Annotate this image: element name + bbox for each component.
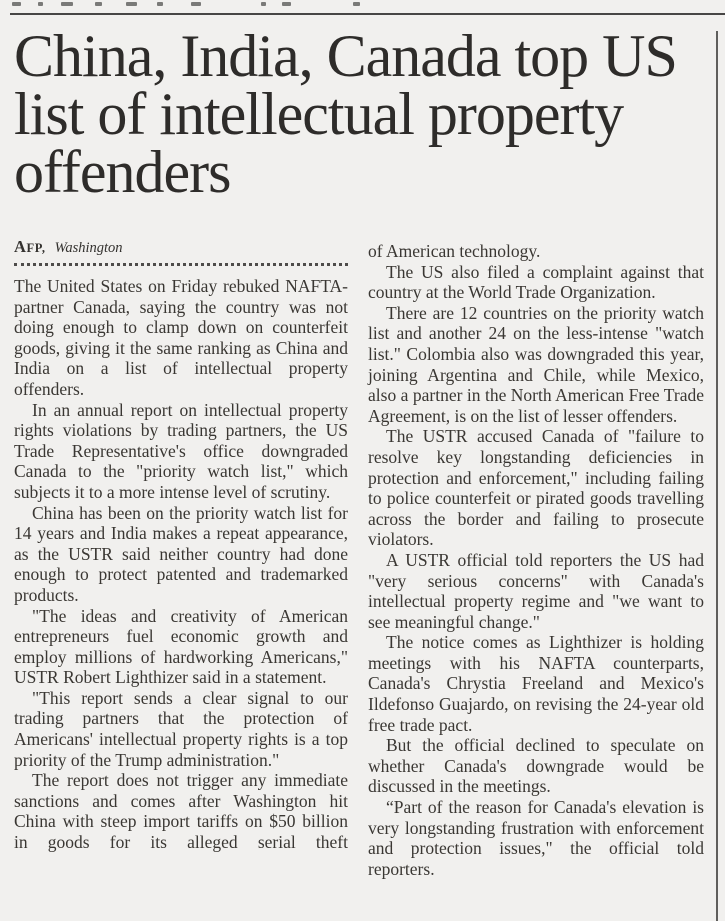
article-paragraph: "The ideas and creativity of American en… (14, 605, 348, 688)
article-paragraph: The USTR accused Canada of "failure to r… (368, 426, 704, 550)
left-column: AFP, Washington The United States on Fri… (14, 231, 348, 879)
masthead-divider (10, 13, 725, 15)
article-paragraph: The report does not trigger any immediat… (14, 770, 348, 853)
article-paragraph: A USTR official told reporters the US ha… (368, 549, 704, 632)
article-paragraph: But the official declined to speculate o… (368, 735, 704, 797)
article-paragraph: China has been on the priority watch lis… (14, 502, 348, 605)
article-paragraph: of American technology. (368, 241, 541, 261)
article-paragraph: The United States on Friday rebuked NAFT… (14, 276, 348, 399)
byline: AFP, Washington (14, 237, 348, 257)
article-paragraph: “Part of the reason for Canada's elevati… (368, 797, 704, 879)
cropped-text-fragments (12, 2, 360, 7)
article-paragraph: There are 12 countries on the priority w… (368, 302, 704, 426)
byline-dotted-rule (14, 263, 348, 266)
article-columns: AFP, Washington The United States on Fri… (14, 231, 704, 879)
column-divider (716, 31, 718, 921)
article-paragraph: The US also filed a complaint against th… (368, 261, 704, 303)
headline: China, India, Canada top US list of inte… (14, 23, 678, 205)
news-article: China, India, Canada top US list of inte… (14, 23, 704, 879)
article-paragraph: The notice comes as Lighthizer is holdin… (368, 632, 704, 735)
byline-location: Washington (54, 240, 123, 256)
article-paragraph: "This report sends a clear signal to our… (14, 687, 348, 770)
byline-agency: AFP, (14, 237, 46, 256)
article-paragraph: In an annual report on intellectual prop… (14, 399, 348, 502)
right-column: of American technology. The US also file… (368, 231, 704, 879)
